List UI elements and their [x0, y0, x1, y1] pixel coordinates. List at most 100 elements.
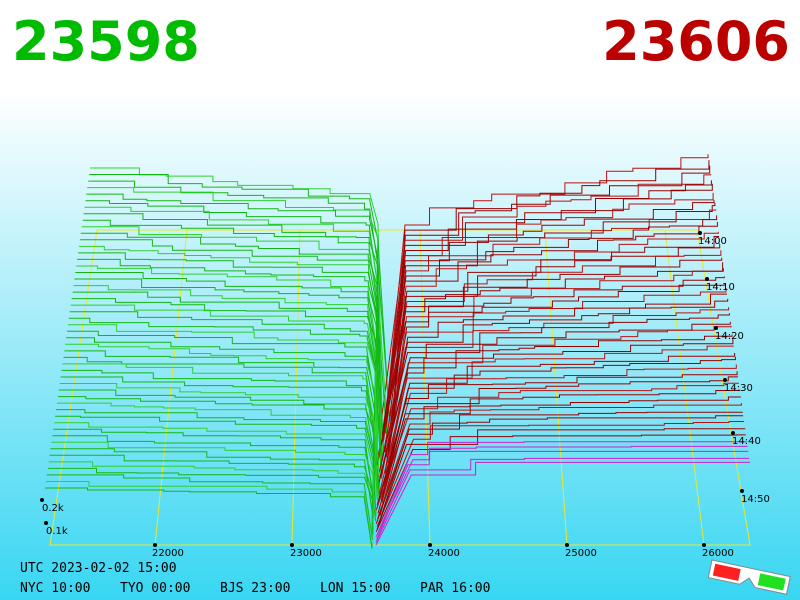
depth-line [45, 481, 373, 549]
depth-line [380, 356, 736, 501]
depth-line [56, 402, 375, 511]
depth-line [77, 258, 382, 453]
depth-line [391, 192, 714, 431]
depth-line [382, 338, 734, 493]
utc-time: UTC 2023-02-02 15:00 [20, 561, 177, 576]
depth-line [80, 232, 380, 442]
markers [40, 231, 744, 547]
city-time: NYC 10:00 [20, 581, 90, 596]
depth-line [382, 215, 718, 442]
depth-label: 0.2k [42, 503, 64, 514]
depth-line [378, 345, 734, 495]
depth-line [384, 243, 721, 453]
depth-line [380, 298, 729, 477]
depth-line [75, 272, 383, 458]
depth-line [74, 278, 377, 461]
depth-line [380, 221, 718, 445]
floor-outline [49, 229, 751, 546]
bid-price: 23598 [12, 10, 200, 73]
depth-line [377, 403, 742, 519]
depth-line [89, 174, 390, 418]
depth-line [376, 276, 725, 466]
depth-line [377, 321, 731, 485]
depth-line [379, 396, 742, 516]
depth-line [380, 174, 712, 424]
depth-line [381, 364, 737, 503]
depth-line [79, 245, 378, 447]
grid-line [544, 229, 568, 546]
depth-line [390, 202, 716, 437]
depth-line [49, 454, 374, 532]
depth-line [375, 461, 750, 546]
depth-line [384, 293, 727, 474]
depth-line [78, 252, 385, 450]
city-time: PAR 16:00 [420, 581, 490, 596]
time-label: 14:00 [698, 236, 727, 247]
depth-line [376, 450, 749, 540]
depth-axis: 0.2k 0.1k [42, 503, 68, 537]
depth-line [392, 160, 710, 418]
depth-line [82, 219, 388, 437]
depth-line [384, 180, 712, 426]
depth-line [67, 330, 376, 482]
depth-line [69, 311, 382, 474]
depth-line [393, 165, 711, 421]
depth-line [76, 265, 377, 455]
price-label: 25000 [565, 548, 597, 559]
depth-line [385, 199, 715, 434]
depth-line [376, 262, 724, 461]
depth-line [375, 457, 750, 543]
grid-line [419, 229, 431, 546]
depth-line [55, 415, 377, 516]
depth-line [381, 209, 717, 439]
depth-line [46, 474, 374, 540]
depth-lines [45, 154, 750, 549]
depth-line [382, 353, 736, 498]
depth-line [59, 383, 379, 503]
depth-line [53, 428, 377, 522]
depth-line [56, 409, 375, 514]
price-label: 23000 [290, 548, 322, 559]
time-label: 14:10 [706, 282, 735, 293]
depth-line [376, 376, 738, 509]
ask-price: 23606 [602, 10, 790, 73]
depth-line [379, 250, 722, 455]
depth-line [57, 396, 375, 508]
depth-line [61, 369, 380, 498]
depth-line [376, 371, 738, 506]
depth-line [64, 350, 376, 490]
depth-line [71, 298, 383, 469]
price-axis: 22000 23000 24000 25000 26000 [152, 548, 734, 559]
depth-line [375, 434, 746, 532]
price-label: 26000 [702, 548, 734, 559]
depth-line [62, 363, 376, 495]
depth-line [86, 193, 382, 426]
depth-line [73, 285, 384, 463]
depth-line [68, 324, 378, 479]
depth-line [376, 313, 730, 482]
grid-line [664, 229, 705, 546]
depth-line [72, 291, 377, 466]
city-time: BJS 23:00 [220, 581, 290, 596]
depth-line [380, 307, 730, 479]
depth-line [66, 337, 376, 485]
depth-line [79, 239, 378, 445]
depth-line [379, 411, 743, 522]
depth-line [85, 200, 382, 429]
depth-line [376, 421, 744, 527]
depth-line [375, 382, 739, 511]
depth-line [377, 389, 741, 514]
price-label: 22000 [152, 548, 184, 559]
depth-line [81, 226, 378, 439]
city-time: LON 15:00 [320, 581, 390, 596]
depth-line [83, 213, 383, 434]
depth-line [63, 356, 380, 492]
time-label: 14:40 [732, 436, 761, 447]
depth-line [385, 283, 726, 469]
depth-label: 0.1k [46, 526, 68, 537]
depth-line [375, 415, 744, 524]
depth-line [68, 317, 378, 477]
depth-line [52, 435, 374, 524]
3d-glasses-icon[interactable] [707, 559, 791, 595]
